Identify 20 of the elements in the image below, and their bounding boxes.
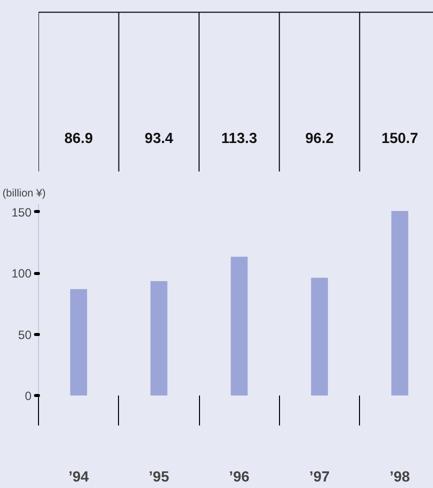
y-tick-label: 100 (11, 266, 32, 281)
data-label: 93.4 (144, 130, 174, 147)
bar (391, 210, 408, 396)
bar (230, 256, 248, 396)
x-tick-label: ’94 (68, 470, 90, 486)
bar (311, 278, 328, 396)
data-label: 86.9 (64, 130, 93, 147)
y-tick-label: 50 (18, 328, 32, 342)
y-tick-label: 0 (24, 389, 32, 403)
x-tick-label: ’98 (390, 470, 410, 486)
x-tick-label: ’97 (309, 470, 330, 486)
data-label: 150.7 (381, 130, 418, 147)
bar (150, 281, 168, 396)
data-label: 113.3 (221, 130, 258, 147)
x-tick-label: ’96 (229, 470, 250, 486)
y-tick-label: 150 (11, 205, 32, 220)
data-label: 96.2 (305, 130, 334, 147)
x-tick-label: ’95 (148, 470, 170, 486)
bar (70, 289, 88, 396)
y-axis-title: (billion ¥) (2, 188, 46, 200)
